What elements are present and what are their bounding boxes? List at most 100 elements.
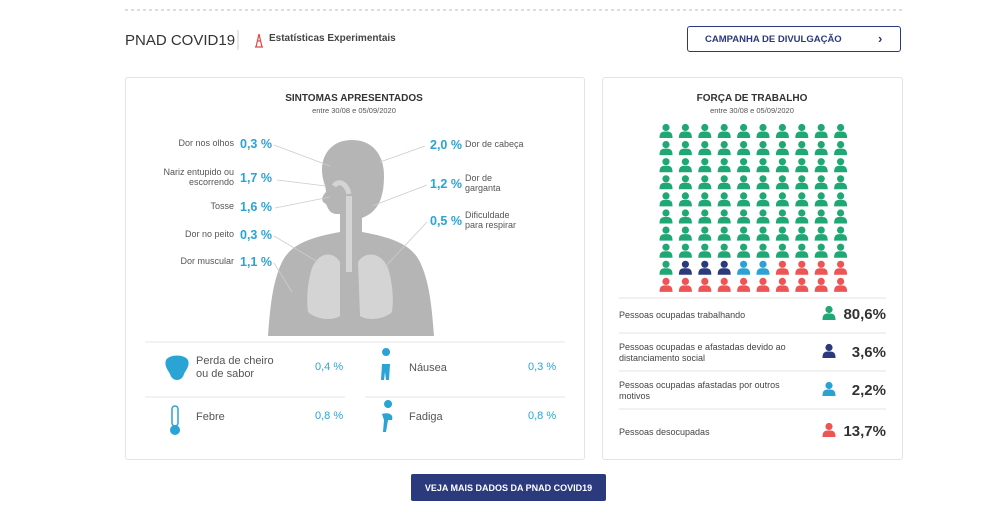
person-head	[778, 277, 787, 285]
campaign-button[interactable]: CAMPANHA DE DIVULGAÇÃO ›	[687, 26, 901, 52]
person-body	[737, 268, 751, 275]
person-body	[717, 268, 731, 275]
person-body	[822, 430, 836, 437]
person-head	[740, 243, 748, 251]
person-body	[834, 131, 848, 138]
person-head	[817, 260, 825, 268]
person-head	[681, 209, 690, 217]
symptom-label: Dor muscular	[180, 256, 234, 266]
waffle-icon	[717, 277, 731, 292]
person-head	[825, 343, 833, 352]
legend-value: 3,6%	[851, 344, 886, 361]
person-head	[701, 209, 709, 217]
symptom-label: Tosse	[210, 201, 234, 211]
waffle-icon	[834, 141, 848, 156]
person-body	[834, 217, 848, 224]
person-body	[814, 148, 828, 156]
waffle-icon	[795, 209, 809, 224]
waffle-icon	[834, 209, 848, 224]
person-head	[701, 158, 709, 166]
person-head	[681, 175, 690, 183]
waffle-icon	[737, 192, 751, 207]
waffle-icon	[678, 175, 692, 190]
legend-label: Pessoas desocupadas	[619, 426, 710, 437]
legend-label: Pessoas ocupadas afastadas por outros mo…	[619, 380, 780, 401]
header-title: PNAD COVID19	[125, 32, 236, 49]
legend-label: Pessoas ocupadas e afastadas devido ao d…	[619, 342, 786, 363]
person-body	[834, 148, 848, 156]
person-head	[817, 175, 825, 183]
person-head	[817, 158, 825, 166]
person-body	[678, 148, 692, 156]
person-head	[759, 243, 767, 251]
waffle-icon	[659, 260, 673, 275]
waffle-icon	[795, 277, 809, 292]
waffle-icon	[795, 123, 809, 138]
person-body	[698, 199, 712, 207]
person-body	[698, 234, 712, 241]
person-head	[720, 123, 728, 132]
person-body	[834, 165, 848, 173]
person-head	[798, 226, 806, 234]
person-head	[825, 422, 833, 431]
person-head	[681, 123, 690, 132]
person-body	[775, 148, 789, 156]
symptom-label: Dor de cabeça	[465, 139, 524, 149]
waffle-icon	[678, 226, 692, 241]
waffle-icon	[717, 123, 731, 138]
person-head	[662, 243, 670, 251]
legend-value: 13,7%	[843, 423, 886, 440]
waffle-icon	[795, 192, 809, 207]
waffle-icon	[678, 123, 692, 138]
waffle-icon	[756, 141, 770, 156]
waffle-icon	[834, 277, 848, 292]
waffle-icon	[698, 175, 712, 190]
person-head	[681, 226, 690, 234]
waffle-icon	[659, 123, 673, 138]
waffle-icon	[756, 226, 770, 241]
waffle-icon	[775, 209, 789, 224]
person-body	[834, 182, 848, 190]
person-head	[778, 123, 787, 132]
person-head	[701, 175, 709, 183]
person-body	[795, 199, 809, 207]
person-head	[740, 209, 748, 217]
person-head	[701, 243, 709, 251]
waffle-icon	[698, 226, 712, 241]
symptom-label: Nariz entupido ou escorrendo	[163, 167, 234, 187]
waffle-icon	[756, 158, 770, 173]
person-body	[756, 217, 770, 224]
person-body	[698, 131, 712, 138]
symptom-label: Dor nos olhos	[178, 138, 234, 148]
person-body	[717, 217, 731, 224]
person-head	[740, 175, 748, 183]
person-body	[717, 182, 731, 190]
person-head	[720, 226, 728, 234]
person-body	[775, 251, 789, 258]
person-body	[717, 234, 731, 241]
leader-lines	[273, 144, 428, 293]
waffle-icon	[659, 226, 673, 241]
person-body	[795, 268, 809, 275]
person-body	[698, 285, 712, 292]
person-head	[759, 141, 767, 149]
waffle-icon	[678, 192, 692, 207]
body-silhouette	[268, 140, 434, 336]
person-head	[778, 243, 787, 251]
waffle-icon	[717, 260, 731, 275]
person-body	[659, 148, 673, 156]
legend-icon	[822, 343, 836, 358]
waffle-icon	[795, 260, 809, 275]
waffle-icon	[717, 243, 731, 258]
symptom-value: 0,4 %	[315, 361, 344, 373]
person-head	[825, 305, 833, 314]
waffle-icon	[775, 158, 789, 173]
waffle-icon	[834, 226, 848, 241]
symptom-label: Náusea	[409, 361, 447, 374]
person-head	[740, 158, 748, 166]
person-body	[822, 351, 836, 358]
more-data-button[interactable]: VEJA MAIS DADOS DA PNAD COVID19	[411, 474, 606, 501]
person-body	[814, 268, 828, 275]
waffle-icon	[795, 175, 809, 190]
